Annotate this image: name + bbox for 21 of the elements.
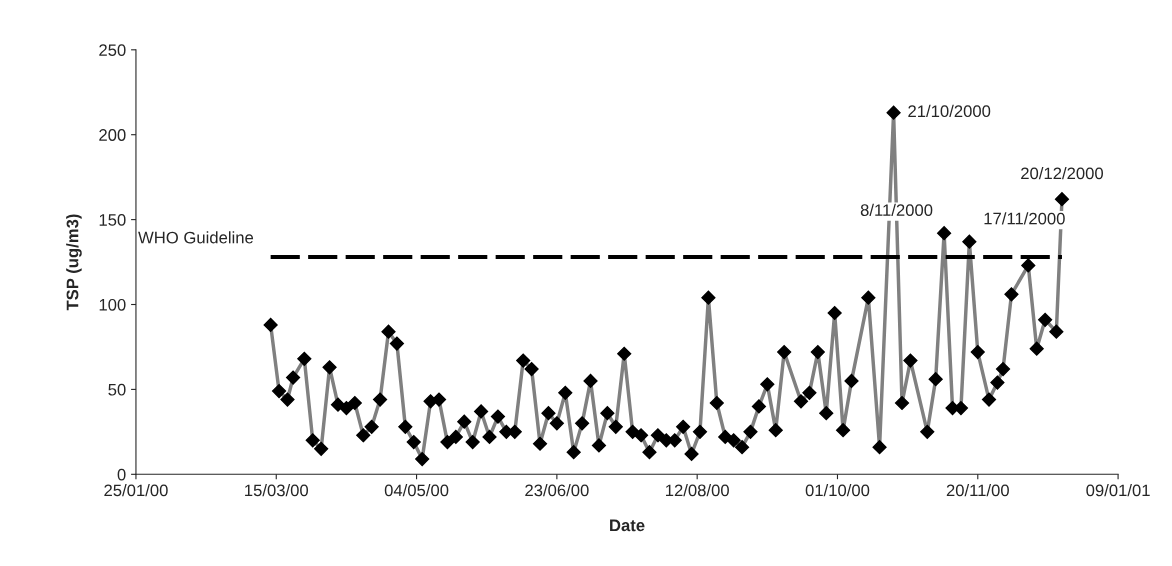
- y-tick-label: 250: [99, 44, 126, 57]
- x-tick-label: 12/08/00: [666, 484, 729, 497]
- x-tick-label: 04/05/00: [384, 484, 449, 497]
- y-tick-label: 100: [99, 298, 126, 311]
- series-label: WHO Guideline: [138, 231, 254, 244]
- x-tick-label: 23/06/00: [525, 484, 589, 497]
- y-tick-label: 50: [108, 383, 126, 396]
- annotation: 21/10/2000: [908, 104, 991, 118]
- y-axis-title: TSP (ug/m3): [66, 214, 82, 311]
- annotation: 17/11/2000: [984, 212, 1065, 225]
- x-tick-label: 15/03/00: [245, 484, 309, 497]
- y-tick-label: 0: [117, 468, 126, 481]
- x-tick-label: 09/01/01: [1086, 484, 1150, 497]
- y-tick-label: 200: [99, 129, 126, 141]
- y-tick-label: 150: [99, 214, 126, 226]
- x-tick-label: 20/11/00: [946, 484, 1009, 497]
- x-tick-label: 25/01/00: [104, 484, 168, 497]
- x-axis-title: Date: [610, 519, 645, 532]
- annotation: 8/11/2000: [860, 203, 933, 217]
- annotation: 20/12/2000: [1021, 167, 1104, 180]
- x-tick-label: 01/10/00: [805, 484, 870, 497]
